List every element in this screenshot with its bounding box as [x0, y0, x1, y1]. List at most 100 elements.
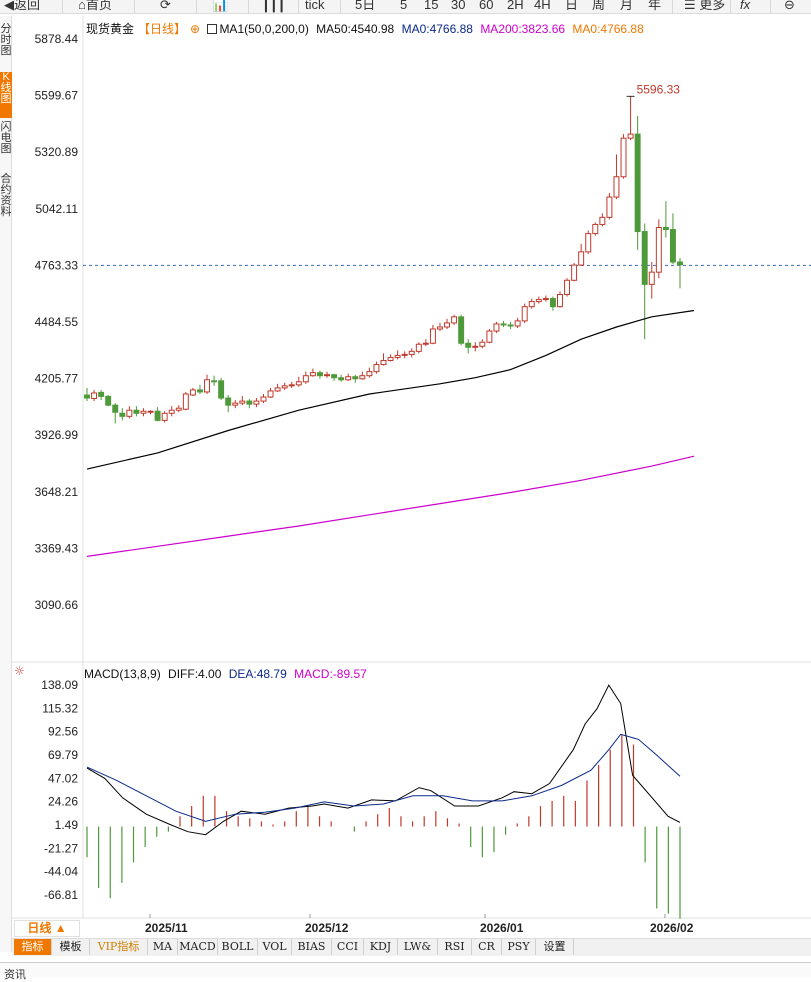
formula-button[interactable]: fx — [740, 0, 751, 12]
macd-diff-line — [86, 684, 681, 836]
tab-lw[interactable]: LW& — [398, 939, 438, 955]
tab-bias[interactable]: BIAS — [292, 939, 332, 955]
macd-tick-label: 115.32 — [42, 701, 78, 715]
candle-body — [444, 322, 451, 328]
back-arrow-icon: ◀ — [4, 0, 14, 12]
candle-body — [648, 271, 655, 285]
macd-tick-label: -44.04 — [44, 865, 78, 879]
ma200-value: MA200:3823.66 — [480, 22, 566, 36]
price-tick-label: 5599.67 — [35, 89, 79, 103]
candle-body — [161, 412, 168, 421]
tab-cci[interactable]: CCI — [332, 939, 364, 955]
candle-body — [295, 381, 302, 386]
more-button[interactable]: ☰ 更多 — [684, 0, 725, 13]
candle-body — [274, 387, 281, 392]
candle-body — [401, 353, 408, 356]
price-tick-label: 3369.43 — [35, 541, 79, 555]
interval-5[interactable]: 5 — [400, 0, 408, 12]
tab-timeshare[interactable]: 分时图 — [0, 23, 12, 57]
interval-day[interactable]: 日 — [565, 0, 579, 12]
tab-contract-info[interactable]: 合约资料 — [0, 173, 12, 218]
candle-body — [302, 375, 309, 383]
ma50-value: MA50:4540.98 — [316, 22, 395, 36]
candle-body — [634, 133, 641, 233]
candle-body — [486, 330, 493, 343]
interval-4h[interactable]: 4H — [534, 0, 551, 12]
candle-body — [571, 264, 578, 281]
interval-30[interactable]: 30 — [451, 0, 466, 12]
tab-vip-indicator[interactable]: VIP指标 — [90, 939, 148, 955]
indicator-toggle-icon[interactable] — [207, 24, 218, 34]
candle-body — [557, 293, 563, 308]
macd-tick-label: 47.02 — [48, 771, 78, 785]
macd-diff: DIFF:4.00 — [168, 667, 222, 681]
interval-60[interactable]: 60 — [479, 0, 494, 12]
candle-body — [211, 380, 218, 383]
interval-year[interactable]: 年 — [648, 0, 662, 12]
tab-flash[interactable]: 闪电图 — [0, 121, 12, 155]
price-tick-label: 3648.21 — [35, 485, 79, 499]
candle-body — [366, 371, 373, 377]
tab-vol[interactable]: VOL — [258, 939, 292, 955]
tab-settings[interactable]: 设置 — [536, 939, 574, 955]
candle-body — [182, 393, 189, 410]
tab-psy[interactable]: PSY — [502, 939, 536, 955]
tab-macd[interactable]: MACD — [178, 939, 218, 955]
candle-body — [140, 410, 147, 414]
refresh-icon[interactable]: ⟳ — [160, 0, 171, 12]
tab-template[interactable]: 模板 — [52, 939, 90, 955]
tab-rsi[interactable]: RSI — [438, 939, 472, 955]
candle-body — [288, 384, 295, 387]
ma0-value-b: MA0:4766.88 — [572, 22, 644, 36]
left-tab-bar: 分时图 K线图 闪电图 合约资料 — [0, 16, 12, 952]
ma0-value-a: MA0:4766.88 — [401, 22, 473, 36]
date-label-feb: 2026/02 — [650, 921, 694, 935]
tab-kdj[interactable]: KDJ — [364, 939, 398, 955]
tab-boll[interactable]: BOLL — [218, 939, 258, 955]
instrument-name: 现货黄金 — [86, 22, 135, 36]
candle-body — [225, 397, 232, 406]
interval-month[interactable]: 月 — [620, 0, 634, 12]
macd-tick-label: 92.56 — [48, 725, 78, 739]
interval-5d[interactable]: 5日 — [355, 0, 376, 12]
macd-tick-label: 24.26 — [48, 795, 78, 809]
interval-week[interactable]: 周 — [592, 0, 606, 12]
candle-body — [218, 380, 225, 399]
candle-body — [535, 299, 542, 303]
menu-icon: ☰ — [684, 0, 700, 12]
candle-icon[interactable]: ┃┃┃ — [262, 0, 286, 12]
zoom-out-icon[interactable]: ⊖ — [784, 0, 795, 12]
candle-body — [500, 323, 507, 326]
back-button[interactable]: ◀返回 — [4, 0, 40, 13]
candle-body — [387, 356, 394, 361]
candle-body — [352, 376, 359, 380]
price-tick-label: 3926.99 — [35, 428, 79, 442]
candle-body — [549, 298, 556, 308]
main-legend: 现货黄金 【日线】 ⊕ MA1(50,0,200,0) MA50:4540.98 M… — [86, 20, 648, 36]
period-select-button[interactable]: 日线 ▲ — [14, 920, 80, 937]
tab-indicator[interactable]: 指标 — [14, 939, 52, 955]
price-tick-label: 5878.44 — [35, 32, 79, 46]
settings-circle-icon[interactable]: ⊕ — [190, 22, 201, 36]
macd-title: MACD(13,8,9) — [84, 667, 161, 681]
candle-body — [606, 196, 613, 218]
macd-dea-line — [86, 733, 681, 822]
macd-legend: MACD(13,8,9) DIFF:4.00 DEA:48.79 MACD:-8… — [84, 667, 371, 681]
candle-body — [373, 364, 380, 373]
home-icon: ⌂ — [78, 0, 86, 12]
tab-ma[interactable]: MA — [148, 939, 178, 955]
macd-tick-label: -21.27 — [44, 841, 78, 855]
interval-15[interactable]: 15 — [424, 0, 439, 12]
news-label[interactable]: 资讯 — [4, 969, 26, 981]
tab-cr[interactable]: CR — [472, 939, 502, 955]
tab-kline[interactable]: K线图 — [0, 72, 12, 118]
candle-body — [613, 176, 620, 198]
home-button[interactable]: ⌂首页 — [78, 0, 112, 13]
macd-tick-label: 69.79 — [48, 748, 78, 762]
tick-button[interactable]: tick — [305, 0, 325, 12]
candle-body — [253, 400, 260, 405]
interval-2h[interactable]: 2H — [507, 0, 524, 12]
candle-body — [479, 341, 486, 347]
kline-chart-icon[interactable]: 📊 — [212, 0, 229, 12]
